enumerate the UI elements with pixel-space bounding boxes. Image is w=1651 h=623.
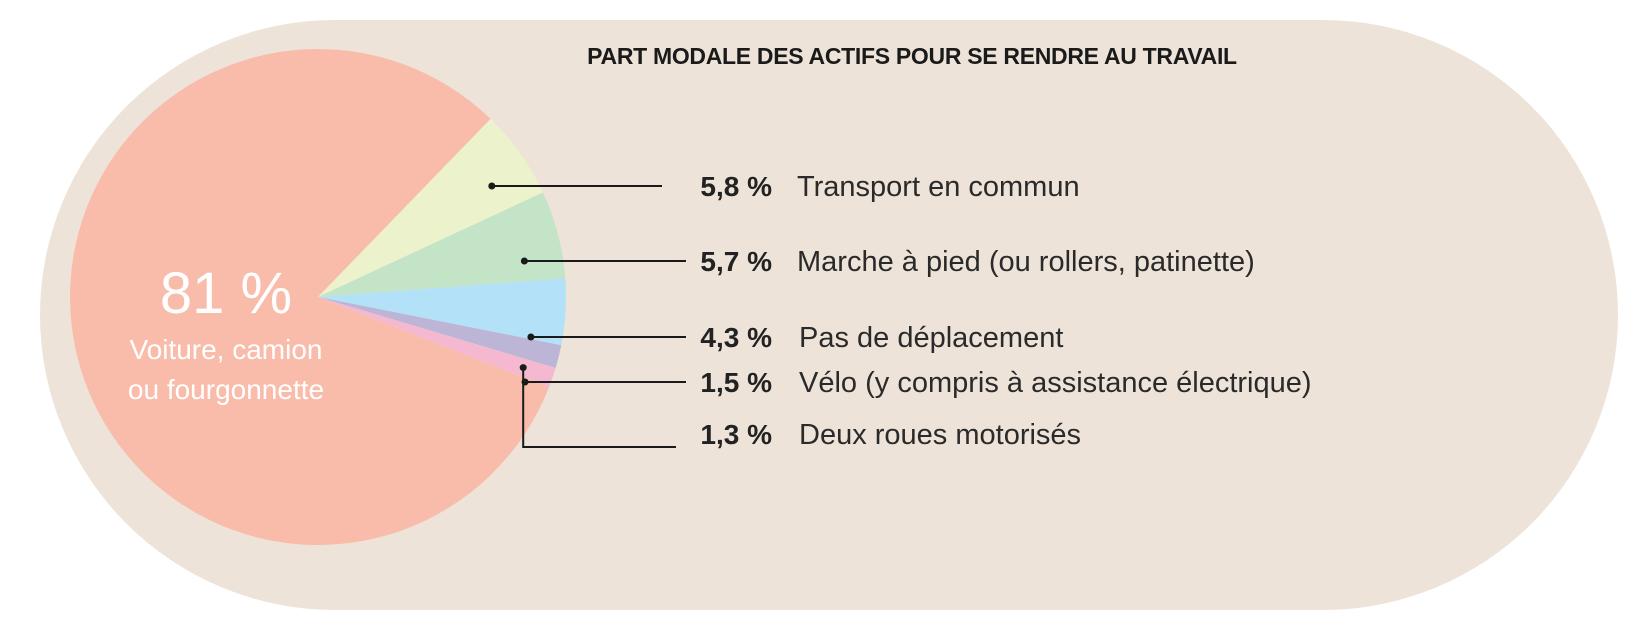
slice-category-label-velo-y-compris-a-assistance-electrique: Vélo (y compris à assistance électrique) <box>799 367 1312 399</box>
slice-category-label-marche-a-pied-ou-rollers-patinette: Marche à pied (ou rollers, patinette) <box>797 246 1255 278</box>
pie-slice-pas-de-deplacement <box>318 278 566 346</box>
main-slice-category-label-line-2: ou fourgonnette <box>128 374 324 405</box>
pie-slice-transport-en-commun <box>318 118 543 297</box>
main-slice-category-label-line-1: Voiture, camion <box>130 334 323 365</box>
slice-value-label-deux-roues-motorises: 1,3 % <box>700 419 772 450</box>
slice-value-label-pas-de-deplacement: 4,3 % <box>700 322 772 353</box>
slice-labels: 5,8 % Transport en commun 5,7 % Marche à pi… <box>700 171 1311 451</box>
pie-slice-voiture-camion-ou-fourgonnette <box>69 48 550 545</box>
pie-slice-marche-a-pied-ou-rollers-patinette <box>318 192 566 297</box>
slice-category-label-pas-de-deplacement: Pas de déplacement <box>799 322 1063 354</box>
pie-slice-deux-roues-motorises <box>318 297 556 388</box>
slice-value-label-velo-y-compris-a-assistance-electrique: 1,5 % <box>700 367 772 398</box>
pie-slices <box>69 48 566 545</box>
slice-category-label-transport-en-commun: Transport en commun <box>797 171 1080 203</box>
chart-title: PART MODALE DES ACTIFS POUR SE RENDRE AU… <box>587 43 1237 69</box>
leader-lines <box>488 182 686 448</box>
leader-line-deux-roues-motorises <box>522 367 676 448</box>
main-slice-value-label: 81 % <box>160 261 292 326</box>
slice-category-label-deux-roues-motorises: Deux roues motorisés <box>799 419 1081 451</box>
slice-value-label-marche-a-pied-ou-rollers-patinette: 5,7 % <box>700 246 772 277</box>
pie-slice-velo-y-compris-a-assistance-electrique <box>318 297 562 368</box>
slice-value-label-transport-en-commun: 5,8 % <box>700 171 772 202</box>
